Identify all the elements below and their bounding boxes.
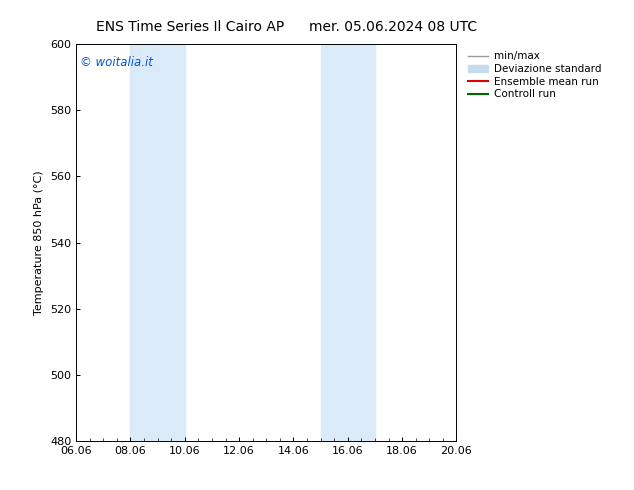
Y-axis label: Temperature 850 hPa (°C): Temperature 850 hPa (°C) (34, 170, 44, 315)
Text: © woitalia.it: © woitalia.it (80, 56, 153, 69)
Text: mer. 05.06.2024 08 UTC: mer. 05.06.2024 08 UTC (309, 20, 477, 34)
Legend: min/max, Deviazione standard, Ensemble mean run, Controll run: min/max, Deviazione standard, Ensemble m… (465, 49, 603, 101)
Bar (131, 44, 184, 441)
Bar (321, 44, 375, 441)
Text: ENS Time Series Il Cairo AP: ENS Time Series Il Cairo AP (96, 20, 284, 34)
